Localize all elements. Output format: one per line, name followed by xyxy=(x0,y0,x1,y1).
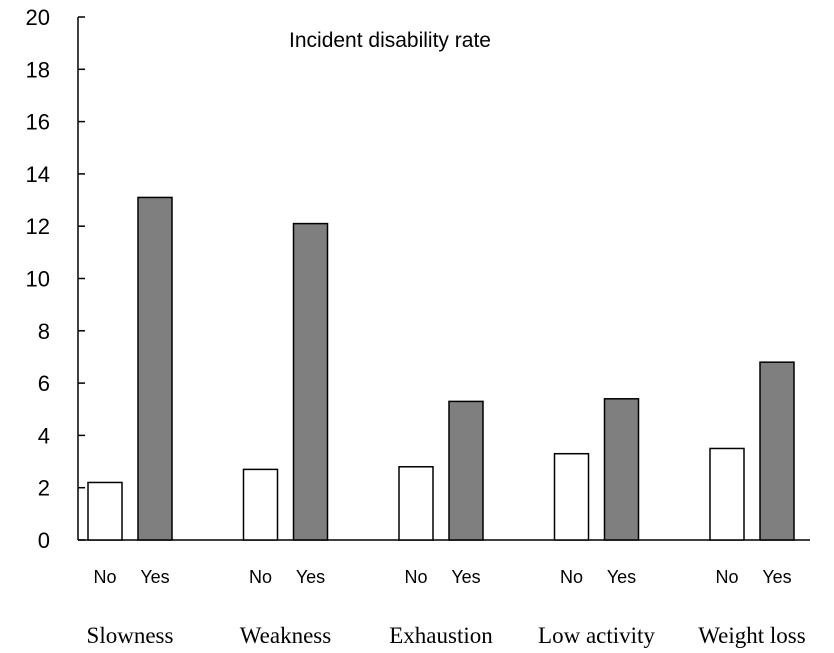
bar-yes xyxy=(137,196,173,541)
y-tick-label: 10 xyxy=(26,267,50,292)
x-subcategory-label: No xyxy=(93,567,116,587)
bar-yes xyxy=(448,400,484,541)
y-tick-label: 18 xyxy=(26,57,50,82)
bar-no xyxy=(87,481,123,541)
y-tick-label: 14 xyxy=(26,162,50,187)
x-subcategory-label: Yes xyxy=(296,567,325,587)
x-subcategory-label: No xyxy=(249,567,272,587)
x-category-label: Slowness xyxy=(87,623,174,648)
x-category-label: Weakness xyxy=(240,623,331,648)
x-subcategory-label: Yes xyxy=(140,567,169,587)
y-tick-label: 8 xyxy=(38,319,50,344)
x-category-label: Low activity xyxy=(538,623,655,648)
x-axis-labels: No Yes Slowness No Yes Weakness No Yes Exhaustio… xyxy=(87,567,806,648)
x-subcategory-label: Yes xyxy=(762,567,791,587)
bar-no xyxy=(398,466,434,541)
y-tick-label: 12 xyxy=(26,214,50,239)
y-axis: 0 2 4 6 8 10 12 14 16 18 20 xyxy=(26,5,810,553)
x-subcategory-label: No xyxy=(404,567,427,587)
y-tick-label: 16 xyxy=(26,110,50,135)
x-subcategory-label: Yes xyxy=(451,567,480,587)
bar-no xyxy=(709,447,745,541)
x-subcategory-label: Yes xyxy=(607,567,636,587)
y-tick-label: 0 xyxy=(38,528,50,553)
y-tick-label: 4 xyxy=(38,423,50,448)
bar-no xyxy=(553,452,590,541)
y-tick-label: 20 xyxy=(26,5,50,30)
y-tick-label: 2 xyxy=(38,476,50,501)
bar-no xyxy=(242,468,279,541)
x-category-label: Weight loss xyxy=(698,623,805,648)
bar-yes xyxy=(603,398,640,541)
x-subcategory-label: No xyxy=(560,567,583,587)
bar-yes xyxy=(292,222,329,541)
x-category-label: Exhaustion xyxy=(389,623,493,648)
y-tick-label: 6 xyxy=(38,371,50,396)
bar-yes xyxy=(759,361,795,541)
chart-title: Incident disability rate xyxy=(289,29,491,52)
bars xyxy=(87,196,795,541)
x-subcategory-label: No xyxy=(715,567,738,587)
